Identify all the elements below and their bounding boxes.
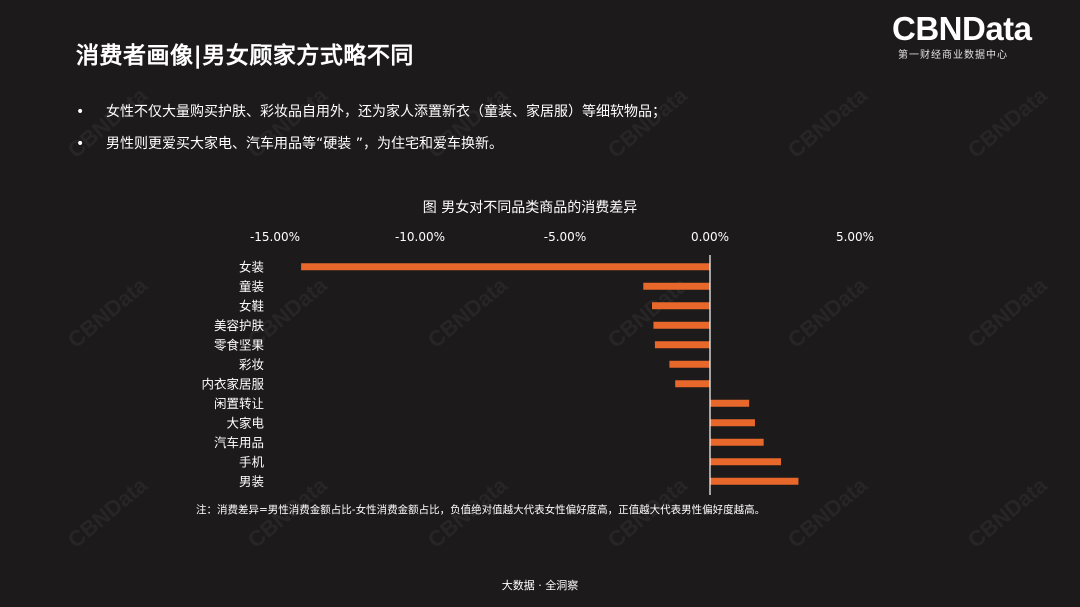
logo-subtitle: 第一财经商业数据中心 <box>898 50 1008 61</box>
chart-title: 图 男女对不同品类商品的消费差异 <box>423 199 637 216</box>
bar <box>301 263 710 271</box>
x-tick-label: 0.00% <box>691 230 729 244</box>
category-label: 美容护肤 <box>214 318 265 333</box>
bar <box>710 419 755 427</box>
bullet-dot-icon: • <box>76 136 85 152</box>
bar <box>710 399 750 407</box>
footer-text: 大数据 · 全洞察 <box>501 579 579 592</box>
bar <box>675 380 710 388</box>
bar-chart: 图 男女对不同品类商品的消费差异 -15.00% -10.00% -5.00% 0.00… <box>196 199 874 516</box>
category-label: 手机 <box>239 454 265 469</box>
category-label: 内衣家居服 <box>201 376 264 391</box>
bullet-text: 男性则更爱买大家电、汽车用品等“硬装 ”，为住宅和爱车换新。 <box>106 136 503 152</box>
category-label: 闲置转让 <box>214 396 264 411</box>
x-tick-label: -15.00% <box>250 230 300 244</box>
bar <box>652 302 710 310</box>
category-label: 女鞋 <box>239 298 265 313</box>
bullet-text: 女性不仅大量购买护肤、彩妆品自用外，还为家人添置新衣（童装、家居服）等细软物品； <box>106 104 666 120</box>
x-tick-label: -10.00% <box>395 230 445 244</box>
bar <box>654 341 710 349</box>
bullet-list: • 女性不仅大量购买护肤、彩妆品自用外，还为家人添置新衣（童装、家居服）等细软物… <box>76 102 976 166</box>
bar <box>710 458 782 466</box>
bullet-item: • 女性不仅大量购买护肤、彩妆品自用外，还为家人添置新衣（童装、家居服）等细软物… <box>76 102 976 122</box>
bar <box>710 477 799 485</box>
bullet-item: • 男性则更爱买大家电、汽车用品等“硬装 ”，为住宅和爱车换新。 <box>76 134 976 154</box>
bar <box>669 360 710 368</box>
chart-note: 注：消费差异=男性消费金额占比-女性消费金额占比，负值绝对值越大代表女性偏好度高… <box>196 503 765 516</box>
brand-logo: CBNData 第一财经商业数据中心 <box>892 10 1062 61</box>
category-label: 女装 <box>239 259 264 274</box>
category-label: 零食坚果 <box>214 337 265 352</box>
x-tick-label: 5.00% <box>836 230 874 244</box>
x-tick-label: -5.00% <box>544 230 586 244</box>
watermark: CBNData <box>962 82 1052 163</box>
category-label: 男装 <box>239 474 264 489</box>
logo-text: CBNData <box>892 10 1032 47</box>
category-label: 大家电 <box>226 415 264 430</box>
bullet-dot-icon: • <box>76 104 85 120</box>
page-title: 消费者画像|男女顾家方式略不同 <box>76 43 414 69</box>
bar <box>643 282 710 290</box>
category-label: 彩妆 <box>239 357 264 372</box>
bar <box>653 321 710 329</box>
bar <box>710 438 764 446</box>
category-label: 汽车用品 <box>214 435 264 450</box>
category-label: 童装 <box>239 279 264 294</box>
